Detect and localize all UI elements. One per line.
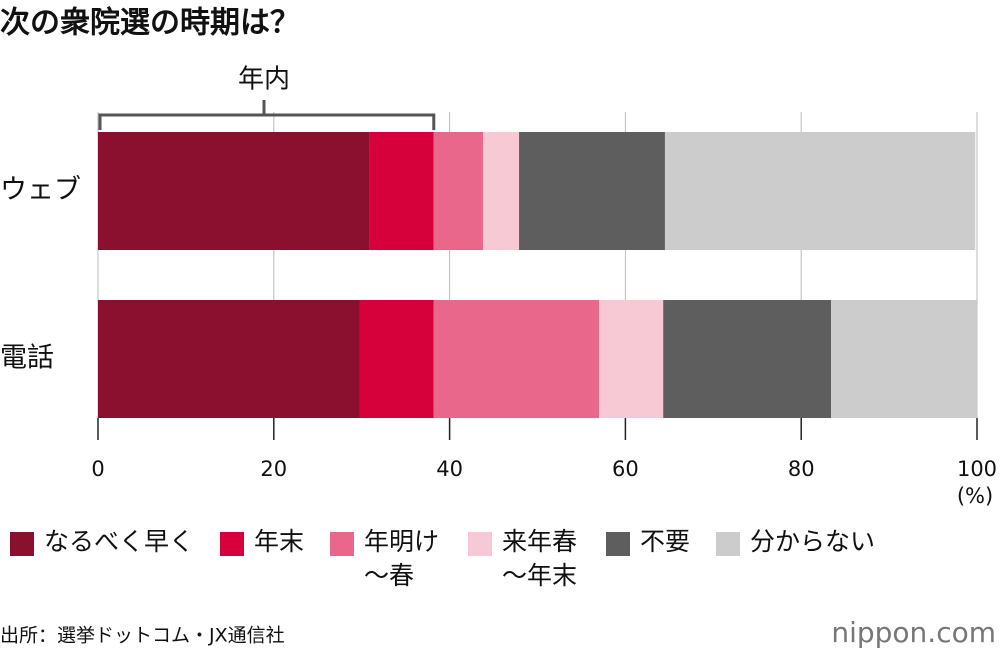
legend-item: 来年春〜年末 [468,525,580,593]
y-tick-label: 電話 [0,343,54,374]
legend-swatch [606,532,631,556]
legend-label: 来年春〜年末 [502,527,578,590]
bar-segment [433,300,600,418]
x-tick-label: 40 [436,457,463,481]
legend-item: なるべく早く [10,525,194,593]
annotation: 年内 [238,65,290,95]
x-tick-label: 80 [788,457,815,481]
bar-segment [831,300,977,418]
x-axis-label: (%) [957,484,993,508]
legend-label: なるべく早く [44,527,195,556]
legend-swatch [468,532,493,556]
x-tick-label: 20 [260,457,287,481]
bar-segment [433,132,484,250]
legend-label: 年末 [254,527,305,556]
legend-swatch [716,532,741,556]
bar-segment [599,300,664,418]
x-tick-label: 60 [612,457,639,481]
x-tick-label: 0 [91,457,104,481]
bar-segment [663,300,832,418]
legend-label: 不要 [640,527,691,556]
bar-segment [98,132,370,250]
legend-item: 不要 [606,525,690,593]
bar-segment [369,132,434,250]
legend-label: 年明け〜春 [364,527,440,590]
bar-segment [519,132,665,250]
logo: nippon.com [831,616,996,649]
legend: なるべく早く 年末 年明け〜春 来年春〜年末 不要 分からない [10,525,901,593]
x-tick-label: 100 [957,457,997,481]
source: 出所：選挙ドットコム・JX通信社 [0,625,285,647]
legend-item: 年末 [220,525,304,593]
legend-label: 分からない [750,527,876,556]
bar-segment [664,132,976,250]
chart-title: 次の衆院選の時期は？ [0,6,300,41]
legend-item: 分からない [716,525,875,593]
bracket [98,100,436,130]
legend-swatch [10,532,34,556]
bar-segment [483,132,520,250]
bar-segment [98,300,360,418]
y-tick-label: ウェブ [0,175,81,206]
bar-segment [359,300,434,418]
legend-swatch [330,532,355,556]
legend-swatch [220,532,245,556]
legend-item: 年明け〜春 [330,525,442,593]
